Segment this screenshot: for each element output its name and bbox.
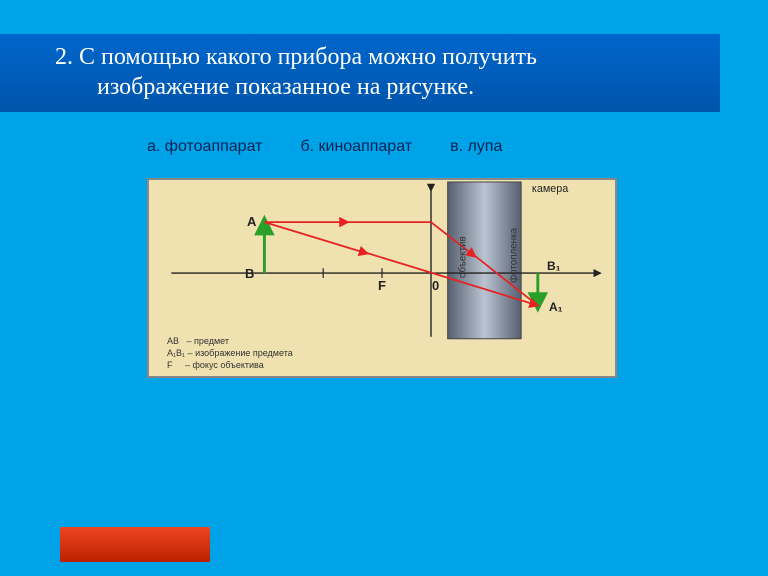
label-camera: камера — [532, 183, 568, 195]
option-b[interactable]: б. киноаппарат — [300, 138, 412, 156]
label-b1: B₁ — [547, 259, 561, 273]
label-a1: A₁ — [549, 300, 563, 314]
label-a: A — [247, 214, 256, 229]
diagram-legend: AB – предмет A₁B₁ – изображение предмета… — [167, 335, 293, 371]
answer-options: а. фотоаппарат б. киноаппарат в. лупа — [147, 138, 502, 156]
legend-2-left: A₁B₁ — [167, 348, 185, 358]
label-lens: объектив — [457, 236, 468, 278]
legend-3-right: – фокус объектива — [185, 360, 264, 370]
answer-button[interactable] — [60, 527, 210, 562]
legend-1-left: AB — [167, 336, 179, 346]
legend-1-right: – предмет — [187, 336, 229, 346]
ray-2a — [264, 222, 367, 253]
label-film: фотопленка — [508, 227, 519, 283]
label-f: F — [378, 278, 386, 293]
option-a[interactable]: а. фотоаппарат — [147, 138, 262, 156]
legend-3-left: F — [167, 360, 173, 370]
option-c[interactable]: в. лупа — [450, 138, 502, 156]
label-o: 0 — [432, 278, 439, 293]
title-line-2: изображение показанное на рисунке. — [97, 74, 474, 100]
title-line-1: 2. С помощью какого прибора можно получи… — [55, 44, 537, 70]
optics-diagram: объектив фотопленка камера A B F 0 B₁ A₁… — [147, 178, 617, 378]
question-title: 2. С помощью какого прибора можно получи… — [0, 34, 720, 112]
label-b: B — [245, 266, 254, 281]
legend-2-right: – изображение предмета — [188, 348, 293, 358]
